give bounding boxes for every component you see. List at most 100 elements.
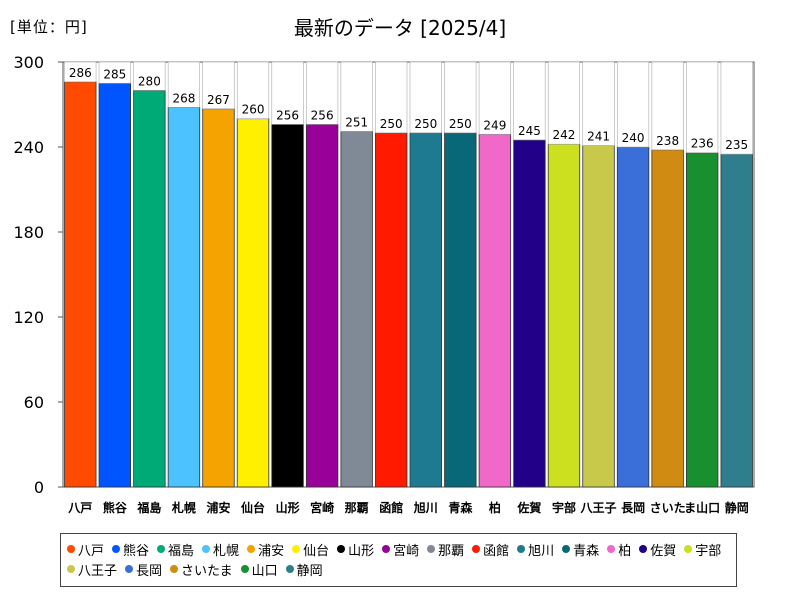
legend-marker <box>562 545 571 553</box>
legend-marker <box>240 565 249 573</box>
legend-item: 宇部 <box>684 539 721 559</box>
value-label-box <box>167 61 200 108</box>
legend-item: 函館 <box>472 539 509 559</box>
data-label: 260 <box>242 103 265 117</box>
legend-marker <box>517 545 526 553</box>
bar <box>686 152 719 488</box>
x-tick-label: 八王子 <box>580 501 617 515</box>
legend-item: 長岡 <box>125 559 162 579</box>
legend-item: 浦安 <box>247 539 284 559</box>
x-tick-label: 函館 <box>379 500 403 515</box>
legend-marker <box>472 545 481 553</box>
legend-label: 宮崎 <box>393 543 420 559</box>
bar <box>582 145 615 488</box>
data-label: 235 <box>725 138 748 152</box>
y-tick-label: 300 <box>13 53 44 72</box>
x-tick-label: 佐賀 <box>516 500 541 515</box>
legend-item: 山口 <box>240 559 278 579</box>
data-label: 250 <box>449 117 472 131</box>
legend-marker <box>247 545 256 553</box>
data-label: 250 <box>414 117 437 131</box>
x-tick-label: 宇部 <box>552 500 576 515</box>
legend-marker <box>67 565 75 573</box>
value-label-box <box>340 61 373 132</box>
legend-marker <box>684 545 693 553</box>
data-label: 240 <box>622 131 645 145</box>
value-label-box <box>236 61 270 119</box>
legend-marker <box>427 545 436 553</box>
data-label: 256 <box>311 108 334 122</box>
legend-marker <box>337 545 346 553</box>
legend-label: 浦安 <box>258 543 285 559</box>
value-label-box <box>64 61 97 83</box>
legend-marker <box>285 565 294 573</box>
legend-marker <box>639 545 648 553</box>
bar <box>340 131 373 488</box>
legend-marker <box>607 545 616 553</box>
value-label-box <box>686 61 719 153</box>
value-label-box <box>478 61 511 135</box>
x-tick-label: さいた <box>650 501 686 515</box>
legend-item: 宮崎 <box>382 539 419 559</box>
legend-marker <box>292 545 301 553</box>
bar <box>409 132 442 488</box>
legend-marker <box>67 545 75 553</box>
plot-area <box>62 61 755 488</box>
x-tick-label: 仙台 <box>241 500 265 515</box>
unit-label: [単位：円] <box>10 18 88 36</box>
bar <box>64 81 97 488</box>
data-label: 236 <box>691 137 714 151</box>
data-label: 249 <box>483 118 506 132</box>
legend-marker <box>157 545 166 553</box>
data-label: 250 <box>380 117 403 131</box>
legend-marker <box>202 545 211 553</box>
legend-item: 札幌 <box>202 539 239 559</box>
x-tick-label: 熊谷 <box>103 500 128 515</box>
legend-label: 熊谷 <box>123 543 150 559</box>
x-tick-label: 札幌 <box>171 500 196 515</box>
legend-label: 長岡 <box>136 563 163 579</box>
value-label-box <box>720 61 753 155</box>
value-label-box <box>98 61 131 84</box>
data-label: 256 <box>276 108 299 122</box>
x-tick-label: 長岡 <box>621 500 645 515</box>
bar <box>98 82 132 488</box>
value-label-box <box>547 61 581 145</box>
x-tick-label: 静岡 <box>725 500 749 515</box>
value-label-box <box>582 61 615 146</box>
y-tick-label: 0 <box>34 478 44 497</box>
legend-label: 静岡 <box>296 563 323 579</box>
legend-label: 仙台 <box>303 543 330 559</box>
bar <box>720 153 753 488</box>
legend-item: 仙台 <box>292 539 329 559</box>
legend-label: 函館 <box>483 543 510 559</box>
legend-marker <box>382 545 391 553</box>
x-tick-label: 山形 <box>276 500 300 515</box>
legend-label: 札幌 <box>213 543 240 559</box>
value-label-box <box>271 61 304 125</box>
y-tick-label: 180 <box>13 223 44 242</box>
y-tick-label: 60 <box>24 393 44 412</box>
x-tick-label: 福島 <box>136 500 161 515</box>
chart-legend: 八戸 熊谷 福島 札幌 浦安 仙台 山形 宮崎 那覇 函館 旭川 青森 柏 佐賀 宇部 八王子 長岡 さいたま 山口… <box>60 533 737 587</box>
bar <box>305 123 339 488</box>
x-tick-label: ま山口 <box>684 500 720 515</box>
legend-marker <box>125 565 134 573</box>
legend-label: 那覇 <box>438 543 465 559</box>
bar <box>133 89 166 488</box>
bar <box>375 132 408 488</box>
bar <box>478 133 512 488</box>
value-label-box <box>306 61 339 125</box>
legend-marker <box>112 545 121 553</box>
legend-item: 青森 <box>562 539 599 559</box>
data-label: 267 <box>207 93 230 107</box>
legend-label: 青森 <box>573 543 600 559</box>
y-tick-label: 240 <box>13 138 44 157</box>
chart-title: 最新のデータ [2025/4] <box>293 16 507 40</box>
legend-marker <box>170 565 179 573</box>
value-label-box <box>616 61 650 148</box>
bar-chart: 0 60 120 180 240 300 286 八戸 285 熊谷 280 福島 268 札幌 267 浦安… <box>13 53 755 515</box>
legend-label: 山口 <box>251 563 278 579</box>
x-tick-label: 宮崎 <box>310 500 334 515</box>
legend-label: 八王子 <box>78 563 118 579</box>
